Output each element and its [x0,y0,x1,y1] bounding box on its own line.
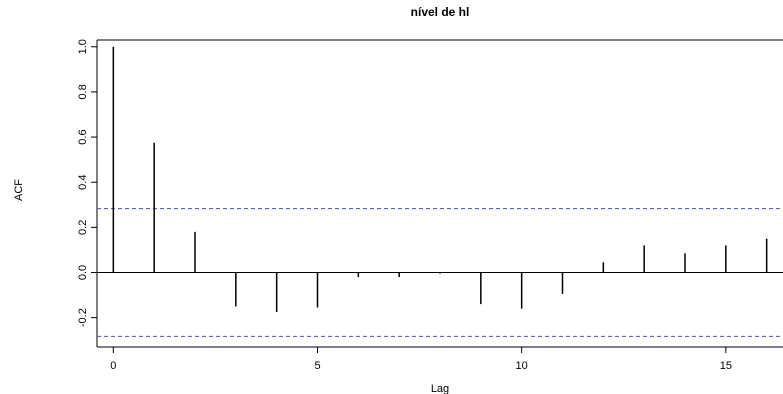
x-tick-label: 5 [314,360,320,372]
chart-title: nível de hl [411,5,470,19]
x-axis-label: Lag [431,383,449,394]
y-tick-label: 0.2 [77,220,89,235]
x-tick-label: 10 [516,360,528,372]
y-tick-label: 0.4 [77,175,89,190]
y-tick-label: 0.0 [77,265,89,280]
y-tick-label: -0.2 [77,308,89,327]
y-tick-label: 0.6 [77,129,89,144]
x-tick-label: 0 [110,360,116,372]
plot-area: 0 5 10 15 -0.2 0.0 0.2 0.4 0.6 0.8 1.0 [77,39,783,372]
x-tick-label: 15 [720,360,732,372]
y-tick-label: 1.0 [77,39,89,54]
y-axis-label: ACF [13,179,25,201]
y-tick-label: 0.8 [77,84,89,99]
